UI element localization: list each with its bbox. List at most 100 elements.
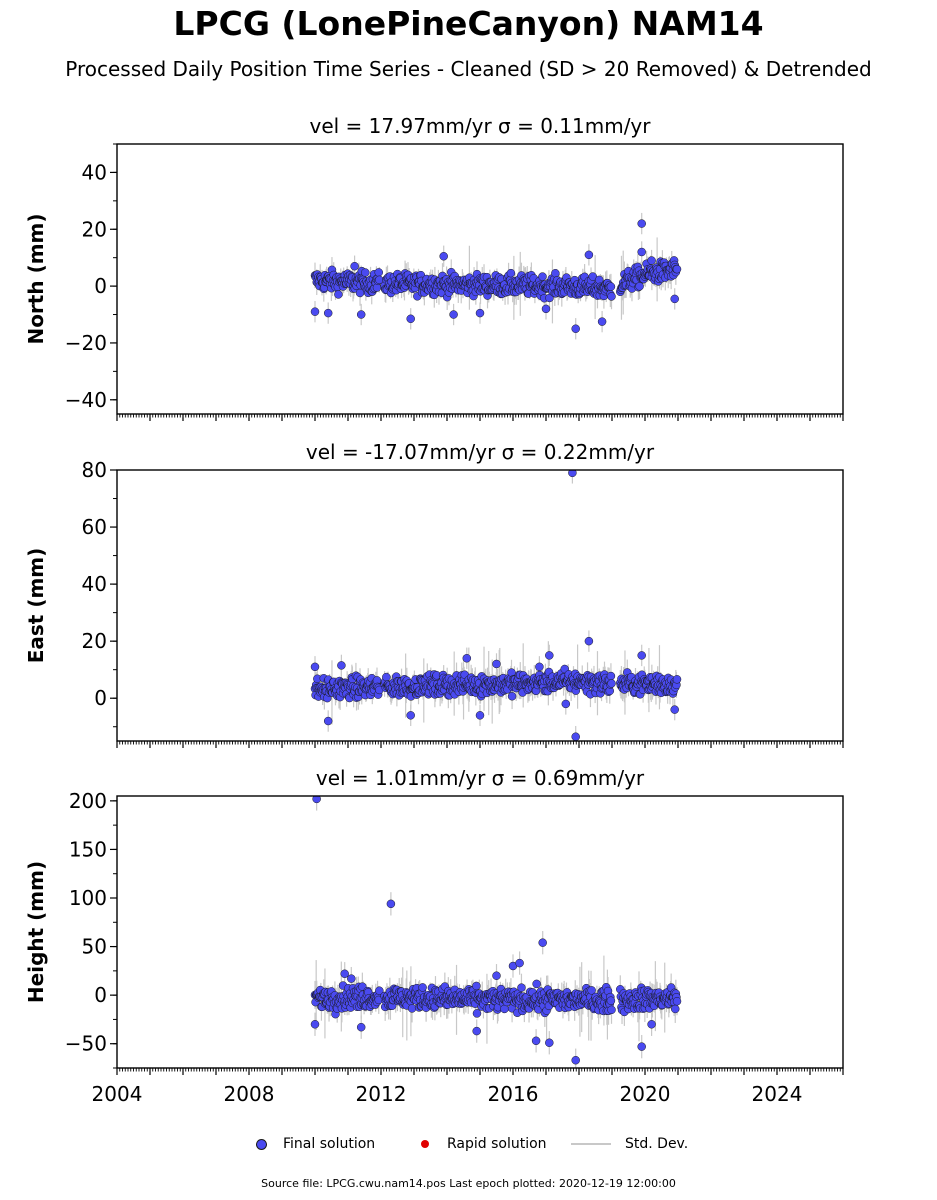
legend-label-stddev: Std. Dev. [625,1136,689,1152]
data-point [356,1022,366,1032]
data-point [672,264,682,274]
data-point [382,672,391,682]
data-point [637,247,646,257]
data-point [340,969,349,979]
data-point [517,983,526,992]
data-point [475,308,485,318]
x-tick-label: 2020 [620,1082,671,1106]
data-point [568,470,577,478]
x-tick-label: 2004 [92,1082,143,1106]
legend-item-final: Final solution [256,1136,375,1152]
data-point [323,308,333,318]
data-point [607,292,616,301]
y-tick-label: 50 [82,935,107,959]
data-point [584,636,594,646]
panel-north: vel = 17.97mm/yr σ = 0.11mm/yr North (mm)… [24,114,844,421]
final-marker-icon [256,1138,267,1150]
y-tick-label: 40 [82,572,107,596]
data-point [531,1036,541,1046]
x-tick-label: 2012 [356,1082,407,1106]
data-point [545,1038,554,1047]
data-point [323,716,333,726]
data-point [361,268,370,277]
y-tick-label: 0 [94,686,107,710]
data-point [672,675,682,684]
data-point [492,971,501,980]
data-point [406,711,415,720]
data-point [347,974,356,983]
data-point [597,317,607,326]
legend: Final solution Rapid solution Std. Dev. [0,1136,937,1158]
legend-label-rapid: Rapid solution [447,1136,547,1152]
data-point [418,983,427,992]
y-axis-label: East (mm) [24,548,48,664]
data-point [545,651,554,660]
data-point [606,671,616,681]
data-point [571,324,580,333]
data-point [571,1055,580,1065]
data-point [538,938,547,947]
data-point [375,986,384,995]
data-points [310,219,682,333]
data-point [439,252,448,261]
plots-area: vel = 17.97mm/yr σ = 0.11mm/yr North (mm)… [24,114,844,1106]
data-point [506,268,516,278]
y-tick-label: 100 [69,886,107,910]
y-tick-label: 150 [69,837,107,861]
stddev-line-icon [571,1143,611,1145]
data-point [671,1004,680,1014]
panel-east: vel = -17.07mm/yr σ = 0.22mm/yr East (mm)… [24,440,844,748]
data-point [670,294,679,304]
x-tick-label: 2008 [224,1082,275,1106]
rapid-marker-icon [421,1140,429,1148]
data-point [535,662,544,672]
data-point [337,661,346,670]
data-point [475,711,485,720]
panel-height: vel = 1.01mm/yr σ = 0.69mm/yr Height (mm)… [24,766,844,1106]
data-point [606,996,616,1005]
plot-frame [116,795,844,1069]
data-point [647,1020,656,1029]
x-tick-label: 2016 [488,1082,539,1106]
data-point [606,282,616,291]
source-footer: Source file: LPCG.cwu.nam14.pos Last epo… [261,1177,676,1190]
y-tick-label: 40 [82,160,107,184]
y-tick-label: 0 [94,274,107,298]
data-point [374,268,383,277]
data-point [492,659,501,669]
data-point [310,1020,320,1029]
data-point [310,662,320,672]
data-point [312,796,321,804]
y-axis-label: North (mm) [24,213,48,344]
data-point [584,250,594,260]
error-bars [314,470,678,741]
data-point [637,1042,646,1051]
y-tick-label: 200 [69,789,107,813]
data-point [551,269,560,278]
legend-item-rapid: Rapid solution [421,1136,547,1152]
data-point [407,1004,417,1013]
y-tick-label: −40 [65,388,107,412]
data-point [672,996,682,1006]
y-tick-label: 60 [82,515,107,539]
data-point [571,732,580,741]
panel-title: vel = 1.01mm/yr σ = 0.69mm/yr [316,766,645,790]
data-point [449,310,458,319]
data-points [310,796,682,1065]
data-point [607,1005,616,1015]
plot-body [310,796,682,1068]
data-point [532,979,541,989]
y-tick-label: 20 [82,629,107,653]
data-point [637,219,646,228]
data-point [515,958,524,968]
data-point [472,981,481,991]
plot-body [310,470,682,741]
legend-item-stddev: Std. Dev. [571,1136,688,1152]
data-point [637,651,646,660]
data-point [462,654,472,663]
data-point [386,899,396,909]
y-tick-label: 20 [82,217,107,241]
data-point [587,986,596,995]
data-point [350,261,359,271]
legend-label-final: Final solution [283,1136,376,1152]
